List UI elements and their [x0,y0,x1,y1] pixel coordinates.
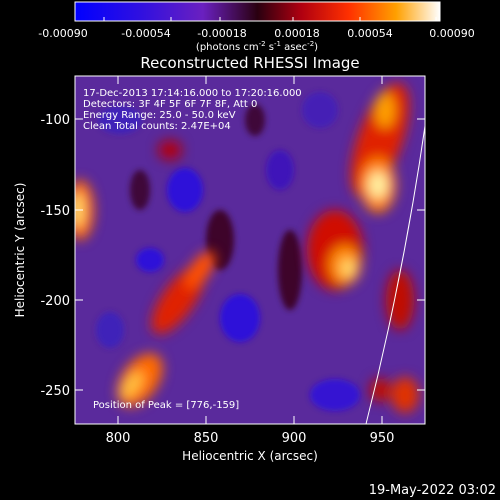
plot-title: Reconstructed RHESSI Image [140,54,359,72]
x-tick-label-900: 900 [282,431,307,446]
y-tick-label-minus-100: -100 [40,113,70,128]
colorbar-tick-marks [103,17,437,21]
info-clean-counts: Clean Total counts: 2.47E+04 [83,121,231,132]
info-energy-range: Energy Range: 25.0 - 50.0 keV [83,110,236,121]
observation-info: 17-Dec-2013 17:14:16.000 to 17:20:16.000… [83,88,302,132]
x-tick-label-850: 850 [194,431,219,446]
colorbar-tick-label-3: -0.00018 [197,27,246,40]
x-tick-label-800: 800 [106,431,131,446]
y-tick-label-minus-150: -150 [40,204,70,219]
y-tick-label-minus-250: -250 [40,384,70,399]
info-detectors: Detectors: 3F 4F 5F 6F 7F 8F, Att 0 [83,99,257,110]
info-time-range: 17-Dec-2013 17:14:16.000 to 17:20:16.000 [83,88,302,99]
colorbar-tick-label-5: 0.00054 [347,27,393,40]
y-tick-label-minus-200: -200 [40,294,70,309]
solar-limb-arc [365,122,425,424]
colorbar-tick-label-1: -0.00090 [38,27,87,40]
colorbar-gradient [74,1,441,22]
colorbar-tick-label-4: 0.00018 [274,27,320,40]
colorbar-tick-label-6: 0.00090 [429,27,475,40]
plot-frame [74,75,426,425]
colorbar: -0.00090 -0.00054 -0.00018 0.00018 0.000… [38,1,475,53]
axis-tick-marks [75,76,425,424]
x-axis-label: Heliocentric X (arcsec) [182,449,318,463]
x-tick-label-950: 950 [370,431,395,446]
peak-position-label: Position of Peak = [776,-159] [93,400,239,411]
rhessi-map [75,76,425,424]
colorbar-units: (photons cm-2 s-1 asec-2) [196,40,318,53]
y-axis-label: Heliocentric Y (arcsec) [13,183,27,318]
footer-timestamp: 19-May-2022 03:02 [369,483,496,498]
colorbar-tick-label-2: -0.00054 [121,27,170,40]
